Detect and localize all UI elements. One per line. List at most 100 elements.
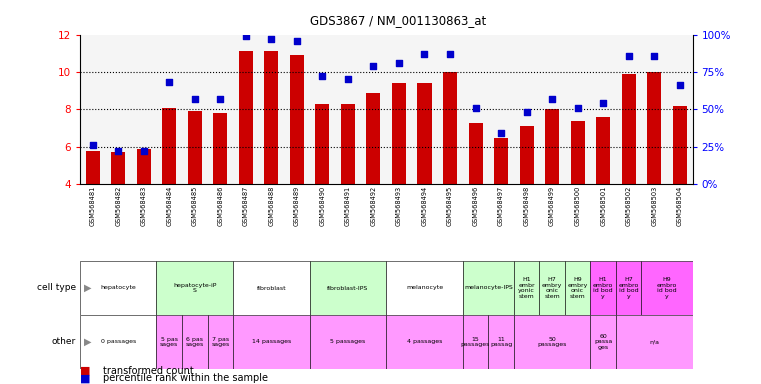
Text: melanocyte: melanocyte <box>406 285 443 291</box>
Text: GSM568484: GSM568484 <box>166 186 172 226</box>
Text: GSM568490: GSM568490 <box>320 186 326 226</box>
Bar <box>137 149 151 184</box>
Point <box>470 105 482 111</box>
Bar <box>463 315 489 369</box>
Point <box>342 76 354 83</box>
Bar <box>157 315 182 369</box>
Point <box>112 148 124 154</box>
Bar <box>386 261 463 315</box>
Text: 14 passages: 14 passages <box>252 339 291 344</box>
Bar <box>233 261 310 315</box>
Text: GSM568498: GSM568498 <box>524 186 530 226</box>
Bar <box>494 137 508 184</box>
Bar <box>616 261 642 315</box>
Bar <box>213 113 228 184</box>
Bar <box>162 108 177 184</box>
Bar <box>622 74 635 184</box>
Text: hepatocyte: hepatocyte <box>100 285 136 291</box>
Bar <box>86 151 100 184</box>
Text: ▶: ▶ <box>84 337 91 347</box>
Bar <box>545 109 559 184</box>
Text: GSM568502: GSM568502 <box>626 186 632 226</box>
Point <box>546 96 559 102</box>
Bar <box>290 55 304 184</box>
Bar <box>315 104 330 184</box>
Bar <box>596 117 610 184</box>
Point <box>419 51 431 57</box>
Text: 60
passa
ges: 60 passa ges <box>594 334 613 350</box>
Text: H9
embry
onic
stem: H9 embry onic stem <box>568 277 587 299</box>
Text: H7
embro
id bod
y: H7 embro id bod y <box>619 277 639 299</box>
Point <box>495 130 507 136</box>
Bar <box>392 83 406 184</box>
Text: GSM568496: GSM568496 <box>473 186 479 226</box>
Bar <box>111 152 126 184</box>
Text: GSM568491: GSM568491 <box>345 186 351 226</box>
Bar <box>571 121 584 184</box>
Text: GSM568487: GSM568487 <box>243 186 249 226</box>
Text: GSM568495: GSM568495 <box>447 186 453 226</box>
Point <box>622 53 635 59</box>
Text: 6 pas
sages: 6 pas sages <box>186 336 204 347</box>
Text: n/a: n/a <box>649 339 659 344</box>
Bar <box>540 261 565 315</box>
Bar <box>673 106 686 184</box>
Bar <box>233 315 310 369</box>
Bar <box>616 315 693 369</box>
Bar <box>591 261 616 315</box>
Text: GDS3867 / NM_001130863_at: GDS3867 / NM_001130863_at <box>310 14 486 27</box>
Bar <box>647 72 661 184</box>
Bar <box>157 261 233 315</box>
Point <box>291 38 303 44</box>
Bar <box>310 261 386 315</box>
Bar <box>463 261 514 315</box>
Point <box>521 109 533 116</box>
Bar <box>80 261 157 315</box>
Bar <box>208 315 233 369</box>
Text: GSM568485: GSM568485 <box>192 186 198 226</box>
Point <box>240 33 252 39</box>
Text: fibroblast-IPS: fibroblast-IPS <box>327 285 368 291</box>
Text: 5 pas
sages: 5 pas sages <box>160 336 178 347</box>
Point <box>572 105 584 111</box>
Bar <box>310 315 386 369</box>
Text: 7 pas
sages: 7 pas sages <box>211 336 229 347</box>
Text: fibroblast: fibroblast <box>256 285 286 291</box>
Bar <box>341 104 355 184</box>
Text: GSM568494: GSM568494 <box>422 186 428 226</box>
Point <box>214 96 226 102</box>
Bar <box>591 315 616 369</box>
Bar <box>80 315 157 369</box>
Bar <box>520 126 533 184</box>
Bar <box>514 315 591 369</box>
Text: GSM568500: GSM568500 <box>575 186 581 226</box>
Text: cell type: cell type <box>37 283 76 293</box>
Text: GSM568501: GSM568501 <box>600 186 607 226</box>
Point <box>368 63 380 69</box>
Text: H1
embr
yonic
stem: H1 embr yonic stem <box>518 277 535 299</box>
Text: ■: ■ <box>80 373 91 383</box>
Text: GSM568499: GSM568499 <box>549 186 555 226</box>
Point <box>163 79 175 86</box>
Bar <box>443 72 457 184</box>
Point <box>393 60 405 66</box>
Bar <box>514 261 540 315</box>
Text: GSM568488: GSM568488 <box>269 186 275 226</box>
Point <box>444 51 456 57</box>
Text: GSM568504: GSM568504 <box>677 186 683 226</box>
Bar <box>386 315 463 369</box>
Text: GSM568483: GSM568483 <box>141 186 147 226</box>
Point <box>648 53 661 59</box>
Text: 11
passag: 11 passag <box>490 336 512 347</box>
Bar <box>367 93 380 184</box>
Point <box>189 96 201 102</box>
Point <box>597 100 610 106</box>
Bar <box>239 51 253 184</box>
Text: 50
passages: 50 passages <box>537 336 567 347</box>
Text: 5 passages: 5 passages <box>330 339 365 344</box>
Text: GSM568489: GSM568489 <box>294 186 300 226</box>
Text: GSM568493: GSM568493 <box>396 186 402 226</box>
Text: GSM568503: GSM568503 <box>651 186 658 226</box>
Text: 0 passages: 0 passages <box>100 339 135 344</box>
Text: melanocyte-IPS: melanocyte-IPS <box>464 285 513 291</box>
